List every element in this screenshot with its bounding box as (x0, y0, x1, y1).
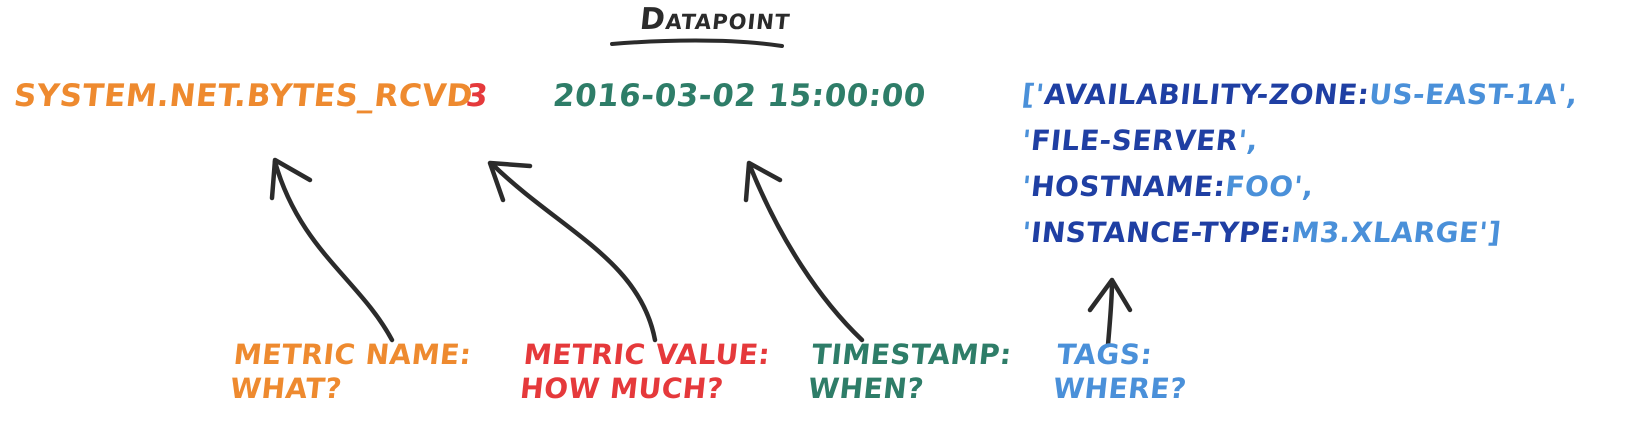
arrowhead-metric-name (269, 157, 313, 201)
arrowhead-tags (1087, 277, 1133, 313)
caption-question: When? (806, 372, 926, 405)
caption-metric-value: Metric value: How much? (518, 338, 772, 406)
arrowhead-metric-value (487, 160, 533, 203)
caption-tags: Tags: Where? (1051, 338, 1192, 406)
caption-label: Metric value: (522, 338, 772, 371)
arrow-to-metric-value (489, 161, 658, 343)
arrowhead-timestamp (743, 160, 783, 203)
arrow-to-metric-name (272, 159, 395, 343)
caption-question: How much? (518, 372, 726, 405)
caption-question: Where? (1051, 372, 1189, 405)
caption-timestamp: Timestamp: When? (806, 338, 1014, 406)
arrow-to-tags (1105, 279, 1115, 348)
caption-label: Tags: (1055, 338, 1155, 371)
caption-question: What? (228, 372, 344, 405)
caption-metric-name: Metric name: What? (228, 338, 474, 406)
caption-label: Metric name: (232, 338, 474, 371)
caption-label: Timestamp: (810, 338, 1014, 371)
arrow-to-timestamp (747, 163, 865, 343)
